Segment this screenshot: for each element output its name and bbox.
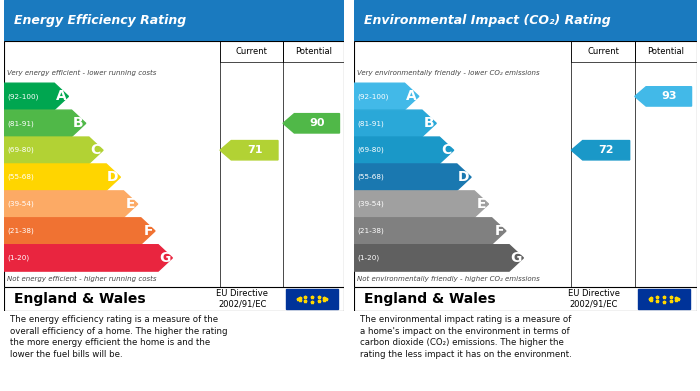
Text: Not environmentally friendly - higher CO₂ emissions: Not environmentally friendly - higher CO… xyxy=(357,276,540,282)
Polygon shape xyxy=(4,191,138,217)
Bar xyxy=(283,41,344,62)
Polygon shape xyxy=(354,83,419,109)
Text: (81-91): (81-91) xyxy=(8,120,34,127)
Polygon shape xyxy=(220,140,278,160)
Text: E: E xyxy=(477,197,486,211)
Text: B: B xyxy=(73,116,83,130)
Polygon shape xyxy=(283,114,340,133)
Text: 71: 71 xyxy=(247,145,262,155)
Text: A: A xyxy=(406,90,416,103)
Text: (1-20): (1-20) xyxy=(358,255,379,261)
Text: Potential: Potential xyxy=(295,47,332,56)
Text: (39-54): (39-54) xyxy=(358,201,384,207)
Text: (55-68): (55-68) xyxy=(8,174,34,180)
Text: Very energy efficient - lower running costs: Very energy efficient - lower running co… xyxy=(7,70,156,75)
Text: (69-80): (69-80) xyxy=(358,147,384,154)
Text: England & Wales: England & Wales xyxy=(364,292,496,306)
Polygon shape xyxy=(571,140,630,160)
Text: Current: Current xyxy=(236,47,267,56)
Text: 93: 93 xyxy=(661,91,677,101)
Bar xyxy=(635,41,696,62)
Polygon shape xyxy=(354,191,489,217)
Text: 72: 72 xyxy=(598,145,614,155)
Text: (21-38): (21-38) xyxy=(8,228,34,234)
Text: F: F xyxy=(494,224,504,238)
Text: F: F xyxy=(144,224,153,238)
Bar xyxy=(286,289,337,309)
Text: The energy efficiency rating is a measure of the
overall efficiency of a home. T: The energy efficiency rating is a measur… xyxy=(10,315,228,359)
Polygon shape xyxy=(4,245,172,271)
Polygon shape xyxy=(354,110,436,136)
Polygon shape xyxy=(354,137,454,163)
Polygon shape xyxy=(4,110,86,136)
Text: Current: Current xyxy=(587,47,619,56)
Polygon shape xyxy=(4,137,103,163)
Bar xyxy=(571,41,635,62)
Text: A: A xyxy=(55,90,66,103)
Polygon shape xyxy=(4,218,155,244)
Text: (1-20): (1-20) xyxy=(8,255,29,261)
Text: England & Wales: England & Wales xyxy=(14,292,146,306)
Text: 90: 90 xyxy=(309,118,325,128)
Text: E: E xyxy=(126,197,136,211)
Text: (55-68): (55-68) xyxy=(358,174,384,180)
Text: D: D xyxy=(458,170,469,184)
Text: (39-54): (39-54) xyxy=(8,201,34,207)
Text: The environmental impact rating is a measure of
a home's impact on the environme: The environmental impact rating is a mea… xyxy=(360,315,572,359)
Text: C: C xyxy=(91,143,101,157)
Polygon shape xyxy=(354,218,506,244)
Text: (92-100): (92-100) xyxy=(358,93,389,100)
Polygon shape xyxy=(4,83,69,109)
Text: Very environmentally friendly - lower CO₂ emissions: Very environmentally friendly - lower CO… xyxy=(357,70,540,75)
Text: G: G xyxy=(510,251,522,265)
Bar xyxy=(220,41,283,62)
Text: (21-38): (21-38) xyxy=(358,228,384,234)
Text: Not energy efficient - higher running costs: Not energy efficient - higher running co… xyxy=(7,276,156,282)
Text: D: D xyxy=(107,170,118,184)
Polygon shape xyxy=(4,164,120,190)
Text: B: B xyxy=(424,116,434,130)
Text: C: C xyxy=(441,143,452,157)
Text: Energy Efficiency Rating: Energy Efficiency Rating xyxy=(14,14,186,27)
Text: (69-80): (69-80) xyxy=(8,147,34,154)
Text: EU Directive
2002/91/EC: EU Directive 2002/91/EC xyxy=(568,289,620,309)
Text: Potential: Potential xyxy=(647,47,684,56)
Bar xyxy=(638,289,690,309)
Polygon shape xyxy=(635,87,692,106)
Text: EU Directive
2002/91/EC: EU Directive 2002/91/EC xyxy=(216,289,268,309)
Polygon shape xyxy=(354,245,524,271)
Polygon shape xyxy=(354,164,471,190)
Text: (81-91): (81-91) xyxy=(358,120,384,127)
Text: (92-100): (92-100) xyxy=(8,93,39,100)
Text: G: G xyxy=(159,251,170,265)
Text: Environmental Impact (CO₂) Rating: Environmental Impact (CO₂) Rating xyxy=(364,14,610,27)
